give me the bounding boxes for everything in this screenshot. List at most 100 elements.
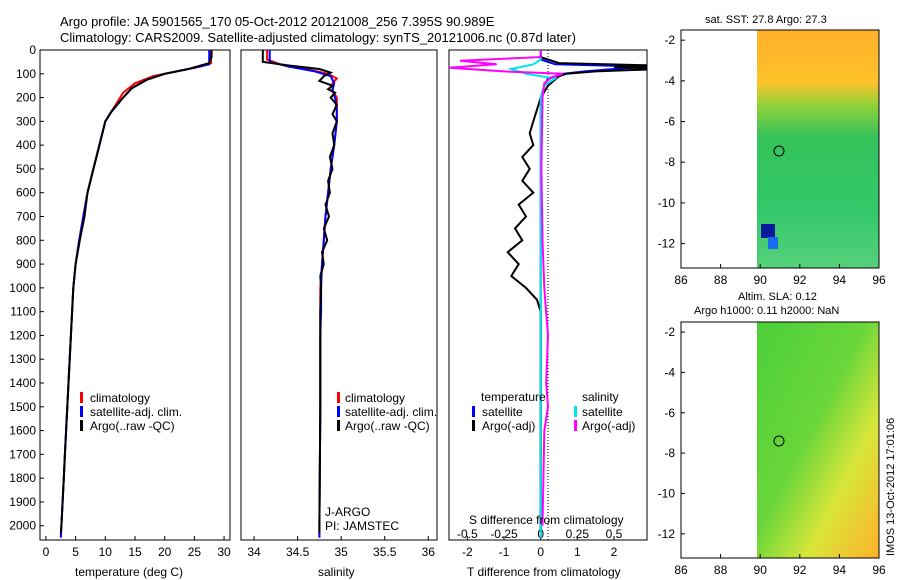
map-x-tick-label: 94 [833,563,847,577]
difference-panel-frame [448,49,648,541]
imos-timestamp: IMOS 13-Oct-2012 17:01:06 [885,418,897,556]
legend-header-salinity: salinity [582,390,619,404]
map-y-tick-label: -12 [658,237,676,251]
depth-tick-label: 400 [16,138,36,152]
map-x-tick-label: 86 [674,563,688,577]
map-y-tick-label: -2 [664,325,675,339]
map-x-tick-label: 90 [754,563,768,577]
legend-label-satellite: satellite-adj. clim. [345,405,437,419]
depth-tick-label: 600 [16,186,36,200]
temperature-legend: climatology satellite-adj. clim. Argo(..… [80,391,182,433]
sst-cold-patch [761,224,775,238]
x-tick-label: -2 [462,545,473,559]
x-tick-label: 35.5 [373,545,397,559]
legend-swatch-climatology [337,392,340,403]
depth-axis-ticks: 0 100 200 300 400 500 600 700 800 900 1000 1100 1200… [9,43,44,533]
depth-tick-label: 800 [16,233,36,247]
legend-label-satellite: satellite-adj. clim. [90,405,182,419]
series-line-s-argo-adj- [449,50,564,526]
pi-label: PI: JAMSTEC [325,519,399,533]
depth-tick-label: 0 [29,43,36,57]
s-diff-tick-label: 0.25 [566,527,590,541]
depth-tick-label: 1500 [9,400,36,414]
map-y-tick-label: -10 [658,486,676,500]
difference-axis-ticks: -2 -1 0 1 2-0.5 -0.25 0 0.25 0.5 [457,527,623,559]
depth-tick-label: 1100 [10,305,36,319]
legend-label-argo: Argo(..raw -QC) [90,419,175,433]
map-x-tick-label: 92 [793,563,807,577]
s-diff-tick-label: -0.25 [490,527,518,541]
x-tick-label: 35 [334,545,348,559]
x-tick-label: 34.5 [286,545,310,559]
legend-label-s-satellite: satellite [582,405,623,419]
depth-tick-label: 1800 [9,471,36,485]
map-x-tick-label: 86 [674,273,688,287]
x-tick-label: 20 [158,545,172,559]
difference-xlabel-s: S difference from climatology [469,513,624,527]
sla-map-title: Altim. SLA: 0.12 [738,291,817,303]
x-tick-label: -1 [499,545,510,559]
map-y-tick-label: -10 [658,196,676,210]
sla-map-field [757,322,879,558]
x-tick-label: 15 [128,545,142,559]
depth-tick-label: 900 [16,257,36,271]
argo-position-marker [773,435,785,447]
depth-tick-label: 700 [16,210,36,224]
legend-swatch-t-satellite [472,406,475,417]
sst-map-blank [681,30,757,268]
salinity-axis-ticks: 34 34.5 35 35.5 36 [247,536,435,559]
legend-label-s-argo: Argo(-adj) [582,419,635,433]
s-diff-tick-label: -0.5 [457,527,478,541]
legend-swatch-argo [337,420,340,431]
map-x-tick-label: 96 [872,273,886,287]
series-line-t-argo-adj- [506,50,647,533]
sst-map-axis-ticks: 86 88 90 92 94 96 -2 -4 -6 -8 -10 -12 [658,33,886,287]
sla-map-frame [680,321,880,559]
temperature-profiles [59,50,213,538]
depth-tick-label: 200 [16,91,36,105]
map-y-tick-label: -2 [664,33,675,47]
program-label: J-ARGO [325,505,370,519]
map-x-tick-label: 94 [833,273,847,287]
series-line-satellite-adj-clim- [268,50,338,538]
difference-xlabel-t: T difference from climatology [467,565,621,579]
map-x-tick-label: 90 [754,273,768,287]
legend-swatch-t-argo [472,420,475,431]
depth-tick-label: 2000 [9,519,36,533]
map-y-tick-label: -6 [664,406,675,420]
legend-label-t-satellite: satellite [482,405,523,419]
x-tick-label: 36 [422,545,436,559]
header-line2: Climatology: CARS2009. Satellite-adjuste… [60,30,576,45]
x-tick-label: 30 [217,545,231,559]
series-line-argo-raw-qc- [59,50,213,533]
sla-map-blank [681,322,757,558]
series-line-climatology [59,50,212,538]
s-diff-tick-label: 0.5 [606,527,623,541]
legend-label-climatology: climatology [345,391,405,405]
x-tick-label: 0 [537,545,544,559]
depth-tick-label: 1700 [9,447,36,461]
depth-tick-label: 300 [16,114,36,128]
legend-header-temperature: temperature [481,390,546,404]
legend-swatch-s-argo [574,420,577,431]
depth-tick-label: 1400 [9,376,36,390]
temperature-xlabel: temperature (deg C) [75,565,183,579]
map-y-tick-label: -8 [664,155,675,169]
map-y-tick-label: -8 [664,446,675,460]
series-line-climatology [266,50,339,538]
series-line-t-satellite [539,50,647,538]
map-y-tick-label: -4 [664,365,675,379]
sst-map-frame [680,29,880,269]
salinity-xlabel: salinity [318,565,355,579]
depth-tick-label: 500 [16,162,36,176]
legend-label-climatology: climatology [90,391,150,405]
depth-tick-label: 1900 [9,495,36,509]
sla-map-axis-ticks: 86 88 90 92 94 96 -2 -4 -6 -8 -10 -12 [658,325,886,577]
legend-label-t-argo: Argo(-adj) [482,419,535,433]
x-tick-label: 2 [611,545,618,559]
sst-cold-patch-edge [768,237,778,249]
difference-profiles [449,50,647,538]
salinity-panel-frame [240,49,438,541]
sla-map-subtitle: Argo h1000: 0.11 h2000: NaN [694,305,839,317]
